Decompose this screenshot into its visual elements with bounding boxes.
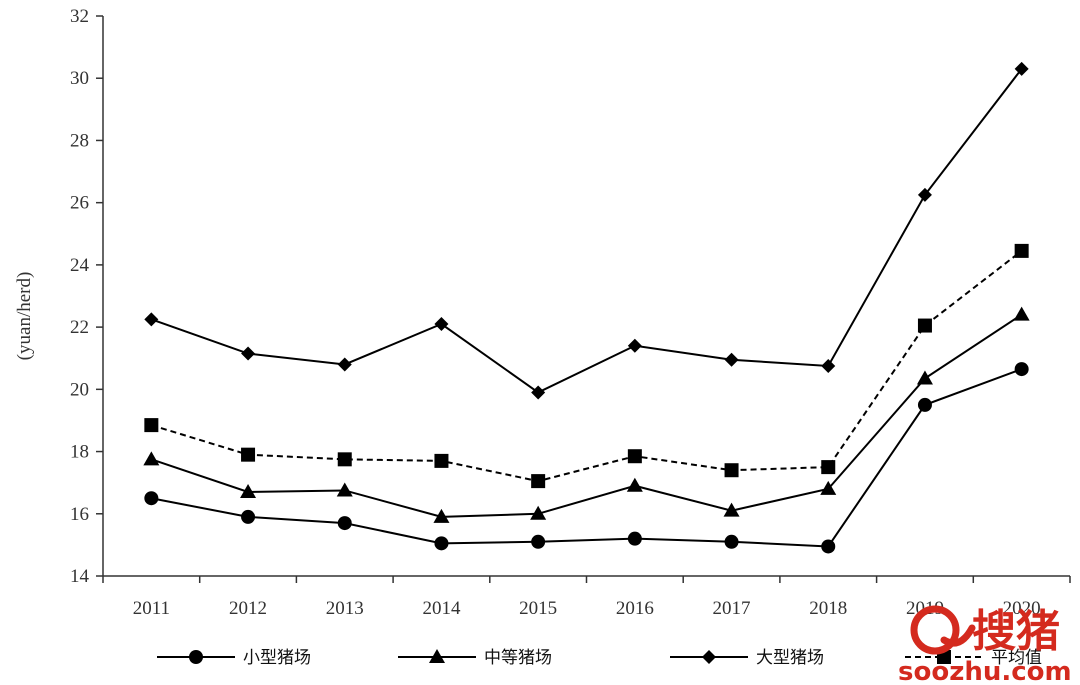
data-point-diamond (241, 346, 256, 361)
data-point-circle (144, 491, 159, 506)
legend-item: 小型猪场 (157, 648, 311, 668)
data-point-square (337, 452, 352, 467)
x-tick-label: 2013 (326, 598, 364, 619)
legend-label: 中等猪场 (484, 648, 552, 668)
y-tick-label: 16 (70, 504, 89, 525)
data-point-square (434, 453, 449, 468)
legend-marker-diamond (702, 650, 716, 664)
data-point-triangle (240, 484, 257, 498)
series-diamond (144, 61, 1029, 400)
data-point-square (1014, 243, 1029, 258)
data-point-triangle (336, 482, 353, 497)
data-point-circle (917, 397, 932, 412)
data-point-triangle (820, 480, 837, 495)
data-point-triangle (723, 502, 740, 517)
series-circle (144, 362, 1029, 554)
x-tick-label: 2014 (422, 598, 461, 619)
y-tick-label: 20 (70, 379, 89, 400)
chart-legend: 小型猪场 中等猪场 大型猪场 平均值 (157, 648, 1042, 668)
y-tick-label: 30 (70, 68, 89, 89)
data-point-square (917, 318, 932, 333)
series-line (151, 368, 1022, 548)
series-square (144, 243, 1029, 489)
data-point-diamond (724, 352, 739, 367)
y-tick-label: 24 (70, 255, 90, 276)
x-tick-label: 2016 (616, 598, 654, 619)
legend-marker-circle (189, 650, 203, 664)
y-tick-label: 18 (70, 442, 89, 463)
y-tick-label: 14 (70, 566, 90, 587)
chart-axes: 14 16 18 20 22 24 26 28 30 32 2011 2012 2013 2014 2015… (14, 6, 1071, 619)
data-point-diamond (531, 385, 546, 400)
data-point-triangle (626, 477, 643, 492)
y-tick-label: 32 (70, 6, 89, 27)
y-tick-label: 28 (70, 130, 89, 151)
x-tick-label: 2015 (519, 598, 557, 619)
data-point-diamond (1014, 61, 1029, 76)
x-tick-label: 2012 (229, 598, 267, 619)
x-tick-label: 2020 (1003, 598, 1041, 619)
data-point-circle (434, 536, 449, 551)
data-point-diamond (821, 359, 836, 373)
data-point-square (144, 418, 159, 433)
x-tick-label: 2011 (133, 598, 170, 619)
y-tick-label: 22 (70, 317, 89, 338)
data-point-triangle (530, 505, 547, 520)
watermark-swirl (910, 605, 960, 655)
series-line (151, 68, 1023, 394)
data-point-square (627, 449, 642, 464)
data-point-diamond (917, 187, 932, 202)
data-point-square (241, 447, 256, 462)
data-point-diamond (144, 312, 159, 327)
data-point-circle (1014, 362, 1029, 377)
data-point-diamond (434, 317, 449, 331)
data-point-circle (724, 534, 739, 549)
legend-label: 大型猪场 (756, 648, 824, 668)
data-point-circle (821, 539, 836, 554)
data-point-circle (531, 534, 546, 549)
data-point-diamond (337, 357, 352, 372)
data-point-square (531, 474, 546, 489)
y-axis-title: (yuan/herd) (14, 272, 35, 361)
data-point-circle (627, 531, 642, 546)
series-line (151, 313, 1023, 518)
watermark-logo-text: 搜猪 (972, 606, 1060, 657)
legend-item: 中等猪场 (398, 648, 552, 668)
chart-series (143, 61, 1030, 554)
data-point-triangle (1013, 306, 1030, 321)
y-tick-label: 26 (70, 193, 89, 214)
data-point-triangle (916, 370, 933, 385)
watermark-site-text: soozhu.com (898, 657, 1072, 685)
data-point-triangle (143, 451, 160, 466)
legend-item: 大型猪场 (670, 648, 824, 668)
series-line (151, 250, 1023, 483)
legend-label: 平均值 (991, 648, 1042, 668)
series-triangle (143, 306, 1030, 523)
data-point-diamond (627, 338, 642, 353)
data-point-square (724, 463, 739, 478)
watermark-tail (940, 624, 976, 647)
legend-marker-triangle (429, 649, 445, 663)
data-point-circle (241, 509, 256, 524)
x-tick-label: 2018 (809, 598, 847, 619)
x-tick-label: 2017 (713, 598, 751, 619)
data-point-square (821, 460, 836, 475)
legend-label: 小型猪场 (243, 648, 311, 668)
data-point-circle (337, 516, 352, 531)
data-point-triangle (433, 508, 450, 523)
